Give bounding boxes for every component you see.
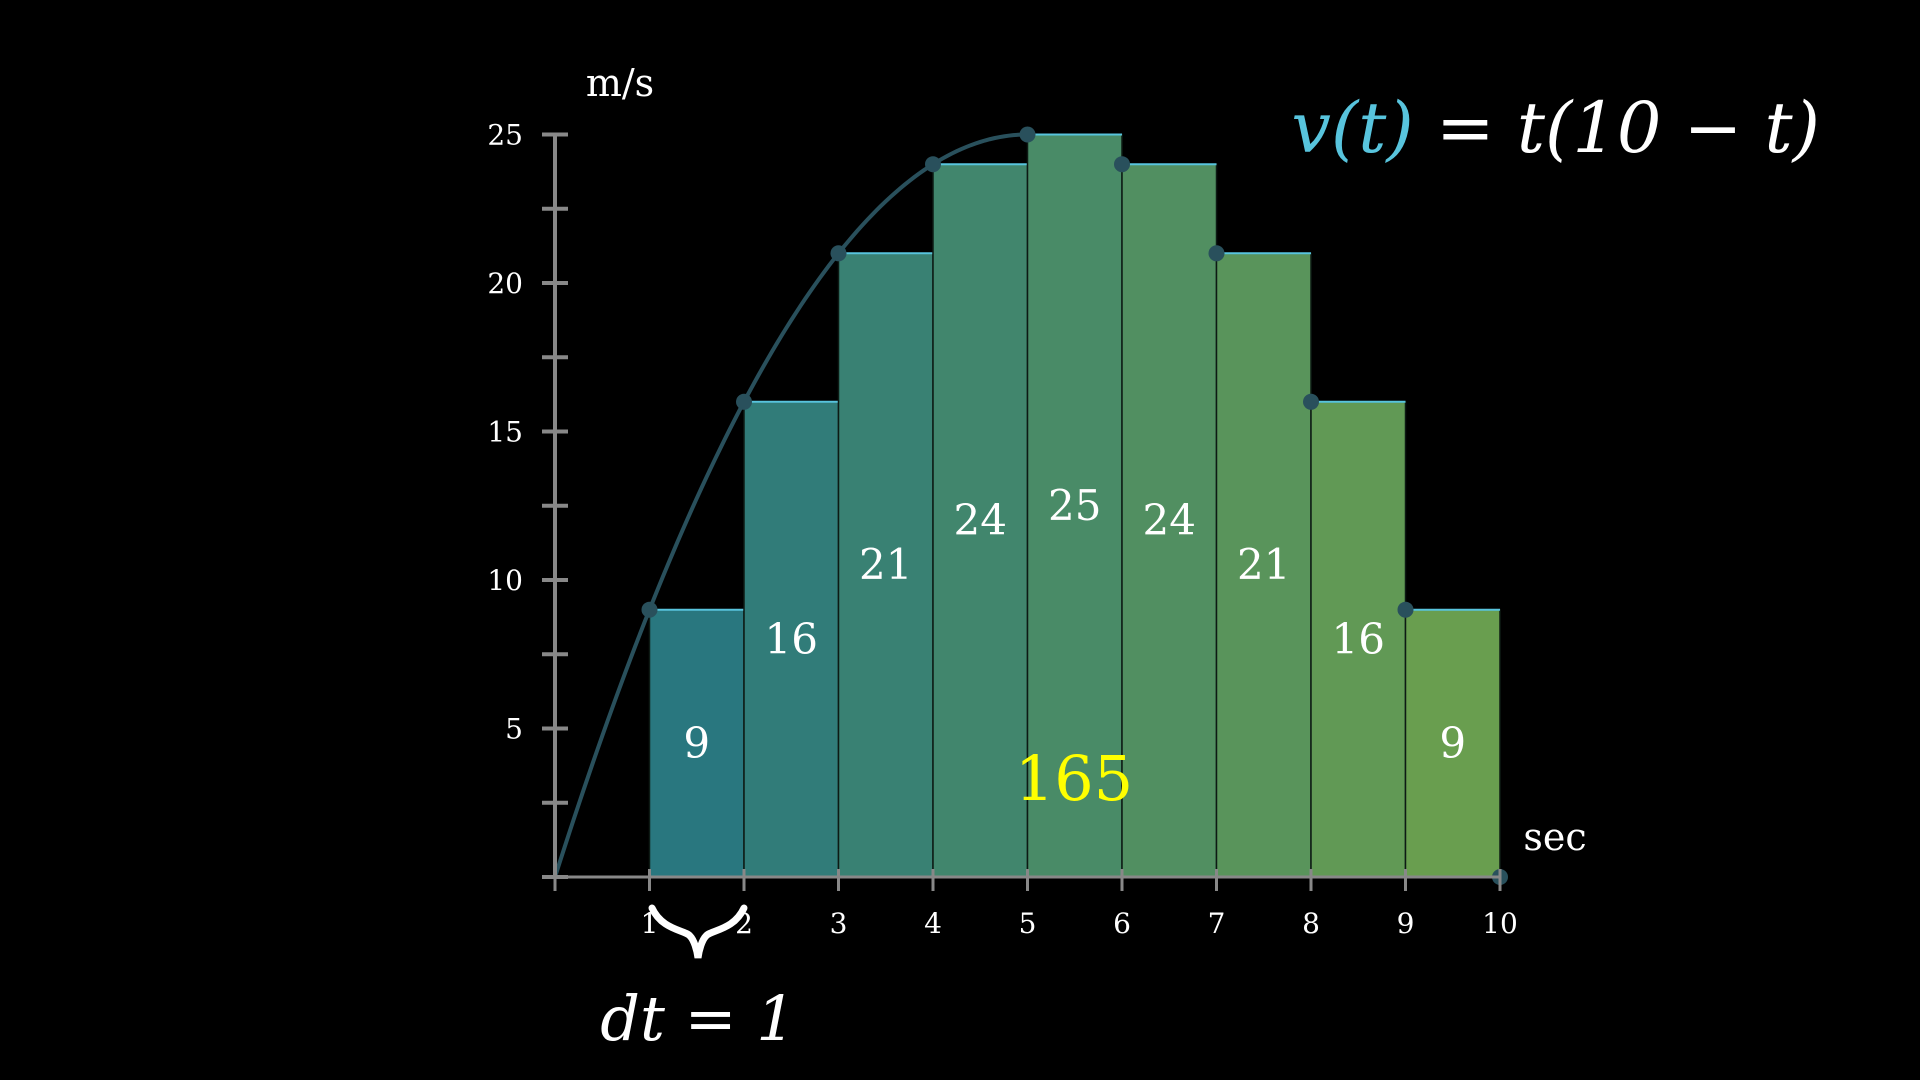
dt-brace	[648, 904, 748, 959]
sample-point-8	[1303, 393, 1319, 410]
x-tick-label: 5	[1019, 907, 1037, 940]
function-label-rhs: = t(10 − t)	[1436, 87, 1820, 169]
x-tick-label: 3	[830, 907, 848, 940]
sum-label: 165	[1015, 742, 1133, 815]
x-axis-label: sec	[1523, 815, 1586, 859]
bar-8	[1310, 401, 1407, 878]
sample-point-7	[1208, 245, 1225, 262]
velocity-curve	[553, 132, 1028, 878]
sample-point-2	[736, 393, 752, 410]
x-tick-label: 10	[1482, 907, 1518, 940]
sample-point-1	[641, 601, 658, 618]
x-tick-label: 7	[1208, 907, 1226, 940]
bar-value-label-6: 24	[1143, 496, 1196, 545]
x-tick-label: 6	[1113, 907, 1131, 940]
function-label: v(t) = t(10 − t)	[1291, 87, 1820, 169]
sample-point-9	[1397, 601, 1414, 618]
function-label-lhs: v(t)	[1291, 87, 1413, 169]
x-tick-label: 8	[1302, 907, 1320, 940]
bar-value-label-3: 21	[859, 540, 912, 589]
y-axis-label: m/s	[586, 61, 654, 105]
sample-point-5	[1019, 126, 1036, 143]
bar-value-label-2: 16	[765, 614, 818, 663]
axes	[542, 132, 1502, 891]
dt-label: dt = 1	[600, 982, 795, 1055]
bar-1	[648, 608, 745, 878]
bar-value-label-5: 25	[1048, 481, 1101, 530]
x-tick-label: 4	[924, 907, 942, 940]
bar-4	[932, 163, 1029, 878]
y-tick-label: 15	[487, 416, 523, 449]
y-tick-label: 25	[487, 119, 523, 152]
bar-3	[837, 252, 934, 878]
y-tick-label: 10	[487, 564, 523, 597]
bar-value-label-8: 16	[1332, 614, 1385, 663]
sample-point-6	[1114, 156, 1130, 173]
y-tick-label: 5	[505, 713, 523, 746]
x-tick-label: 9	[1397, 907, 1415, 940]
bar-value-label-4: 24	[954, 496, 1007, 545]
bar-value-label-9: 9	[1439, 718, 1466, 767]
bar-2	[743, 401, 840, 878]
y-tick-label: 20	[487, 267, 523, 300]
bar-7	[1215, 252, 1312, 878]
bar-5	[1026, 133, 1123, 878]
bars	[648, 133, 1501, 878]
sample-point-4	[925, 156, 941, 173]
bar-value-label-7: 21	[1237, 540, 1290, 589]
bar-value-label-1: 9	[683, 718, 710, 767]
sample-point-3	[830, 245, 847, 262]
